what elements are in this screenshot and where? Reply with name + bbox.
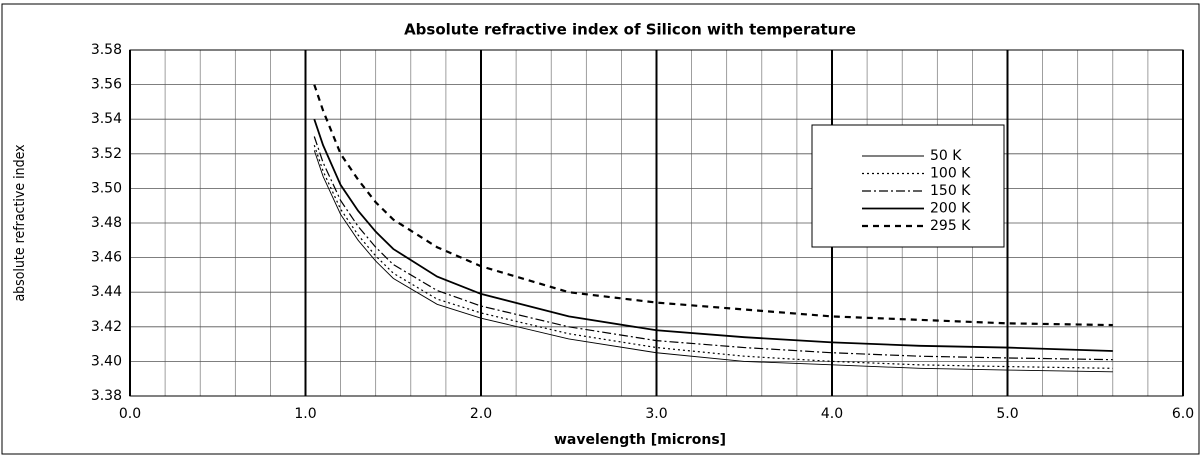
x-tick-label: 5.0 [996, 406, 1018, 422]
series-line [313, 84, 1113, 327]
x-axis-label: wavelength [microns] [554, 432, 726, 448]
chart-frame [1, 3, 1200, 455]
series-line [313, 118, 1113, 352]
y-tick-label: 3.54 [91, 111, 122, 127]
y-axis-label: absolute refractive index [12, 144, 28, 302]
legend-label: 295 K [930, 218, 971, 234]
series-line [313, 150, 1113, 373]
plot-area [129, 49, 1184, 397]
y-tick-label: 3.52 [91, 146, 122, 162]
legend-label: 150 K [930, 183, 971, 199]
y-tick-label: 3.38 [91, 388, 122, 404]
x-tick-label: 4.0 [821, 406, 843, 422]
y-tick-label: 3.48 [91, 215, 122, 231]
legend-label: 200 K [930, 201, 971, 217]
legend-box [811, 124, 1005, 248]
x-tick-label: 2.0 [470, 406, 492, 422]
y-tick-label: 3.50 [91, 180, 122, 196]
x-tick-label: 6.0 [1172, 406, 1194, 422]
chart-title: Absolute refractive index of Silicon wit… [404, 21, 856, 39]
y-tick-label: 3.42 [91, 319, 122, 335]
y-tick-label: 3.44 [91, 284, 122, 300]
x-tick-label: 3.0 [645, 406, 667, 422]
y-tick-label: 3.56 [91, 77, 122, 93]
y-tick-label: 3.58 [91, 42, 122, 58]
series-line [313, 136, 1113, 361]
y-tick-label: 3.40 [91, 353, 122, 369]
x-tick-label: 1.0 [294, 406, 316, 422]
legend-label: 50 K [930, 148, 962, 164]
x-tick-label: 0.0 [119, 406, 141, 422]
legend-label: 100 K [930, 166, 971, 182]
y-tick-label: 3.46 [91, 250, 122, 266]
